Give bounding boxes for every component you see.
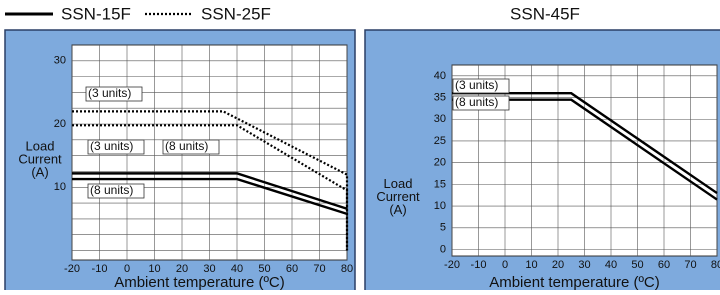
y-tick-label: 25	[434, 135, 446, 147]
chart-title: SSN-45F	[510, 4, 580, 23]
x-tick-label: 10	[525, 259, 537, 271]
x-tick-label: 80	[711, 259, 720, 271]
x-axis-label: Ambient temperature (ºC)	[114, 274, 285, 290]
page: {"chart_data": [ {"type": "line", "legen…	[0, 0, 720, 290]
y-tick-label: 0	[440, 243, 446, 255]
y-tick-label: 30	[54, 55, 66, 67]
x-tick-label: -20	[64, 263, 80, 275]
x-tick-label: 80	[341, 263, 353, 275]
legend-label: SSN-25F	[201, 4, 271, 23]
x-tick-label: 70	[313, 263, 325, 275]
x-tick-label: 30	[578, 259, 590, 271]
annotation: (3 units)	[455, 78, 498, 92]
x-tick-label: -10	[92, 263, 108, 275]
y-tick-label: 10	[434, 200, 446, 212]
x-axis-label: Ambient temperature (ºC)	[489, 274, 660, 290]
x-tick-label: -10	[471, 259, 487, 271]
y-tick-label: 20	[434, 157, 446, 169]
annotation: (8 units)	[455, 95, 498, 109]
x-tick-label: 70	[684, 259, 696, 271]
x-tick-label: 60	[658, 259, 670, 271]
annotation: (3 units)	[90, 139, 133, 153]
chart: 102030-20-1001020304050607080LoadCurrent…	[0, 0, 720, 290]
y-tick-label: 5	[440, 222, 446, 234]
y-axis-label: (A)	[31, 165, 48, 180]
x-tick-label: 0	[502, 259, 508, 271]
annotation: (8 units)	[165, 139, 208, 153]
annotation: (8 units)	[90, 183, 133, 197]
legend-label: SSN-15F	[61, 4, 131, 23]
y-axis-label: (A)	[389, 202, 406, 217]
y-tick-label: 20	[54, 118, 66, 130]
y-tick-label: 40	[434, 70, 446, 82]
x-tick-label: 50	[631, 259, 643, 271]
y-tick-label: 10	[54, 181, 66, 193]
y-tick-label: 30	[434, 113, 446, 125]
y-tick-label: 15	[434, 178, 446, 190]
x-tick-label: 60	[286, 263, 298, 275]
y-tick-label: 35	[434, 91, 446, 103]
x-tick-label: 20	[552, 259, 564, 271]
x-tick-label: -20	[444, 259, 460, 271]
annotation: (3 units)	[88, 86, 131, 100]
x-tick-label: 40	[605, 259, 617, 271]
